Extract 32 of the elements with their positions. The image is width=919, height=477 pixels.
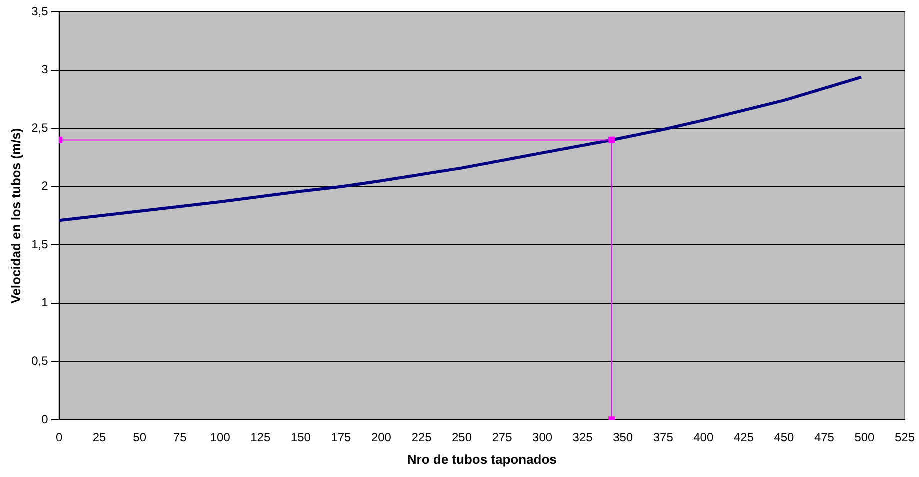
x-tick-label: 0 bbox=[56, 430, 63, 445]
x-tick-label: 400 bbox=[694, 430, 714, 445]
x-tick-label: 100 bbox=[210, 430, 231, 445]
y-tick-label: 1,5 bbox=[32, 237, 49, 252]
y-axis-title: Velocidad en los tubos (m/s) bbox=[8, 128, 24, 304]
x-tick-label: 500 bbox=[854, 430, 876, 445]
x-tick-label: 375 bbox=[653, 430, 674, 445]
x-tick-label: 50 bbox=[133, 430, 147, 445]
y-tick-label: 0 bbox=[42, 412, 49, 426]
x-tick-label: 300 bbox=[532, 430, 553, 445]
x-tick-label: 25 bbox=[92, 430, 107, 445]
x-axis-title: Nro de tubos taponados bbox=[407, 452, 557, 467]
x-tick-label: 450 bbox=[774, 430, 795, 445]
x-tick-label: 475 bbox=[814, 430, 835, 445]
y-tick-label: 0,5 bbox=[32, 354, 49, 368]
x-tick-label: 75 bbox=[173, 430, 188, 445]
x-tick-label: 425 bbox=[734, 430, 754, 445]
x-tick-label: 175 bbox=[331, 430, 352, 445]
x-tick-label: 150 bbox=[290, 430, 312, 445]
x-tick-label: 350 bbox=[613, 430, 634, 445]
y-tick-label: 2,5 bbox=[32, 120, 49, 135]
y-tick-label: 3 bbox=[42, 62, 49, 77]
x-tick-label: 525 bbox=[894, 430, 916, 445]
x-tick-label: 200 bbox=[371, 430, 392, 445]
x-tick-label: 325 bbox=[572, 430, 594, 445]
x-tick-label: 250 bbox=[452, 430, 472, 445]
y-tick-label: 3,5 bbox=[32, 4, 49, 18]
x-tick-label: 275 bbox=[492, 430, 513, 445]
x-tick-label: 225 bbox=[412, 430, 432, 445]
y-tick-label: 1 bbox=[42, 296, 49, 310]
y-tick-label: 2 bbox=[42, 179, 49, 194]
x-tick-label: 125 bbox=[250, 430, 271, 445]
